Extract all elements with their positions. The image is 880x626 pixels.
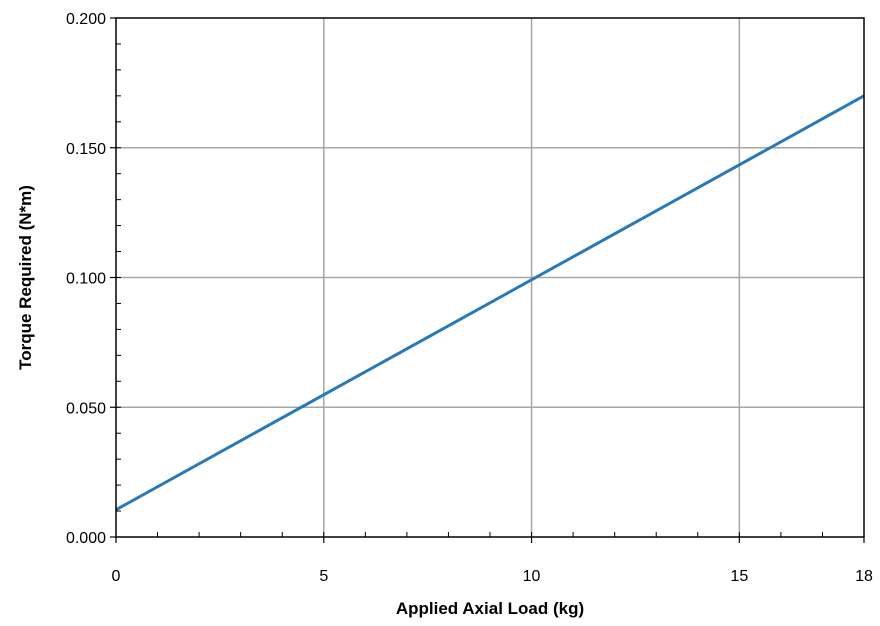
x-tick-label: 0	[112, 568, 121, 585]
y-tick-label: 0.100	[66, 271, 106, 288]
y-tick-label: 0.200	[66, 11, 106, 28]
y-tick-label: 0.000	[66, 530, 106, 547]
x-tick-label: 5	[319, 568, 328, 585]
y-tick-label: 0.150	[66, 141, 106, 158]
tick-labels: 0 5 10 15 18 0.000 0.050 0.100 0.150 0.200	[66, 11, 873, 585]
series-layer	[115, 94, 865, 512]
series-line	[115, 94, 865, 512]
y-tick-label: 0.050	[66, 400, 106, 417]
x-axis-title: Applied Axial Load (kg)	[396, 599, 584, 618]
ticks	[110, 17, 865, 543]
x-tick-label: 18	[855, 568, 873, 585]
x-tick-label: 15	[730, 568, 748, 585]
x-tick-label: 10	[523, 568, 541, 585]
y-axis-title: Torque Required (N*m)	[16, 185, 35, 370]
grid	[116, 18, 864, 537]
